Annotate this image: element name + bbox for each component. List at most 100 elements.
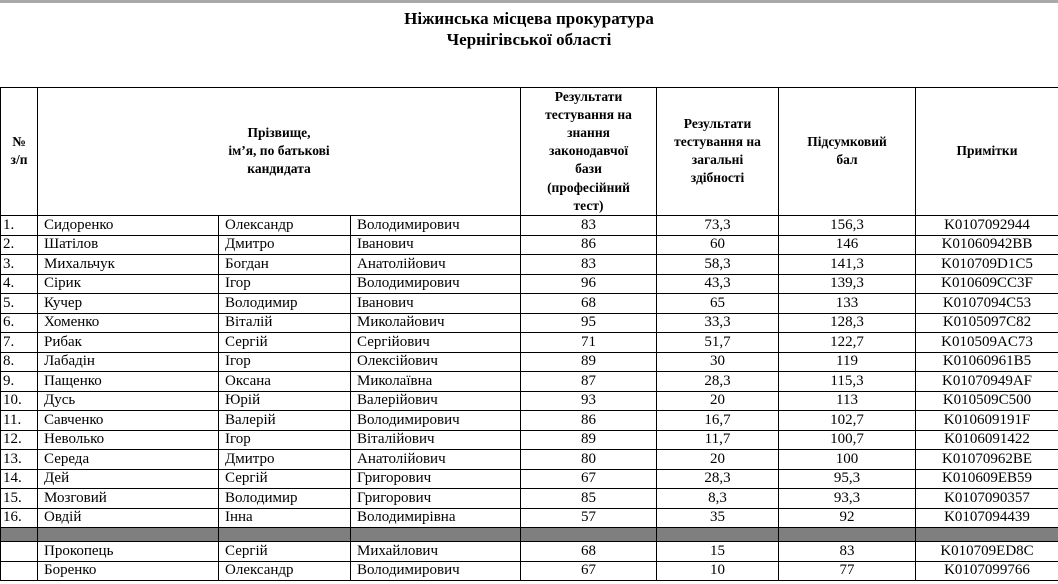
table-row: 15. Мозговий Володимир Григорович 85 8,3 93,3 K… [0, 488, 1058, 509]
patronymic: Віталійович [349, 429, 522, 451]
note-code: K010609191F [915, 410, 1058, 431]
ability-test-score: 28,3 [656, 371, 780, 392]
note-code: K010709ED8C [915, 541, 1058, 562]
surname: Дей [37, 468, 219, 490]
law-test-score: 83 [520, 254, 658, 275]
law-test-score: 89 [520, 429, 658, 451]
header-total-score: Підсумковий бал [778, 86, 917, 217]
header-ability-test-results: Результати тестування на загальні здібно… [656, 86, 780, 217]
separator-cell [915, 527, 1058, 543]
table-row: 6. Хоменко Віталій Миколайович 95 33,3 128,3 K0… [0, 312, 1058, 334]
law-test-score: 87 [520, 371, 658, 392]
note-code: K01070962BE [915, 449, 1058, 470]
row-number: 14. [0, 468, 38, 490]
table-row: 10. Дусь Юрій Валерійович 93 20 113 K010509C500 [0, 390, 1058, 412]
note-code: K01060942BB [915, 234, 1058, 256]
ability-test-score: 11,7 [656, 429, 780, 451]
total-score: 92 [778, 507, 917, 529]
first-name: Ігор [218, 429, 351, 451]
table-row: 5. Кучер Володимир Іванович 68 65 133 K0107094C… [0, 293, 1058, 314]
total-score: 128,3 [778, 312, 917, 334]
first-name: Ігор [218, 351, 351, 373]
first-name: Дмитро [218, 234, 351, 256]
table-row: 1. Сидоренко Олександр Володимирович 83 73,3 1… [0, 215, 1058, 236]
patronymic: Іванович [349, 293, 522, 314]
row-number: 2. [0, 234, 38, 256]
row-number: 15. [0, 488, 38, 509]
law-test-score: 57 [520, 507, 658, 529]
note-code: K01060961B5 [915, 351, 1058, 373]
surname: Рибак [37, 332, 219, 353]
patronymic: Валерійович [349, 390, 522, 412]
law-test-score: 89 [520, 351, 658, 373]
law-test-score: 83 [520, 215, 658, 236]
row-number: 9. [0, 371, 38, 392]
window-top-edge [0, 0, 1058, 3]
total-score: 122,7 [778, 332, 917, 353]
note-code: K01070949AF [915, 371, 1058, 392]
first-name: Віталій [218, 312, 351, 334]
patronymic: Михайлович [349, 541, 522, 562]
row-number: 11. [0, 410, 38, 431]
surname: Михальчук [37, 254, 219, 275]
table-row: Боренко Олександр Володимирович 67 10 77 K0107… [0, 560, 1058, 582]
separator-row [0, 527, 1058, 543]
note-code: K010609EB59 [915, 468, 1058, 490]
patronymic: Володимирович [349, 560, 522, 582]
candidates-results-table: № з/п Прізвище, ім’я, по батькові кандид… [0, 86, 1058, 582]
surname: Кучер [37, 293, 219, 314]
page-title: Ніжинська місцева прокуратура Чернігівсь… [0, 8, 1058, 51]
total-score: 83 [778, 541, 917, 562]
note-code: K0107090357 [915, 488, 1058, 509]
ability-test-score: 73,3 [656, 215, 780, 236]
total-score: 115,3 [778, 371, 917, 392]
patronymic: Іванович [349, 234, 522, 256]
separator-cell [656, 527, 780, 543]
first-name: Оксана [218, 371, 351, 392]
law-test-score: 68 [520, 293, 658, 314]
surname: Лабадін [37, 351, 219, 373]
surname: Боренко [37, 560, 219, 582]
total-score: 102,7 [778, 410, 917, 431]
ability-test-score: 30 [656, 351, 780, 373]
row-number: 16. [0, 507, 38, 529]
patronymic: Миколаївна [349, 371, 522, 392]
table-row: 12. Неволько Ігор Віталійович 89 11,7 100,7 K01… [0, 429, 1058, 451]
total-score: 95,3 [778, 468, 917, 490]
row-number: 12. [0, 429, 38, 451]
table-row: 13. Середа Дмитро Анатолійович 80 20 100 K01070… [0, 449, 1058, 470]
ability-test-score: 16,7 [656, 410, 780, 431]
ability-test-score: 33,3 [656, 312, 780, 334]
row-number: 1. [0, 215, 38, 236]
surname: Дусь [37, 390, 219, 412]
ability-test-score: 58,3 [656, 254, 780, 275]
first-name: Інна [218, 507, 351, 529]
first-name: Сергій [218, 332, 351, 353]
header-row: № з/п Прізвище, ім’я, по батькові кандид… [0, 86, 1058, 217]
title-line-2: Чернігівської області [446, 30, 612, 50]
law-test-score: 67 [520, 560, 658, 582]
table-row: Прокопець Сергій Михайлович 68 15 83 K010709ED… [0, 541, 1058, 562]
surname: Савченко [37, 410, 219, 431]
surname: Неволько [37, 429, 219, 451]
patronymic: Володимирович [349, 410, 522, 431]
note-code: K0107094C53 [915, 293, 1058, 314]
row-number: 10. [0, 390, 38, 412]
patronymic: Сергійович [349, 332, 522, 353]
surname: Середа [37, 449, 219, 470]
surname: Мозговий [37, 488, 219, 509]
surname: Хоменко [37, 312, 219, 334]
law-test-score: 86 [520, 234, 658, 256]
table-row: 7. Рибак Сергій Сергійович 71 51,7 122,7 K01050… [0, 332, 1058, 353]
patronymic: Анатолійович [349, 254, 522, 275]
first-name: Ігор [218, 273, 351, 295]
surname: Сірик [37, 273, 219, 295]
law-test-score: 85 [520, 488, 658, 509]
first-name: Богдан [218, 254, 351, 275]
note-code: K0105097C82 [915, 312, 1058, 334]
row-number [0, 541, 38, 562]
surname: Сидоренко [37, 215, 219, 236]
header-notes: Примітки [915, 86, 1058, 217]
ability-test-score: 20 [656, 390, 780, 412]
row-number: 6. [0, 312, 38, 334]
